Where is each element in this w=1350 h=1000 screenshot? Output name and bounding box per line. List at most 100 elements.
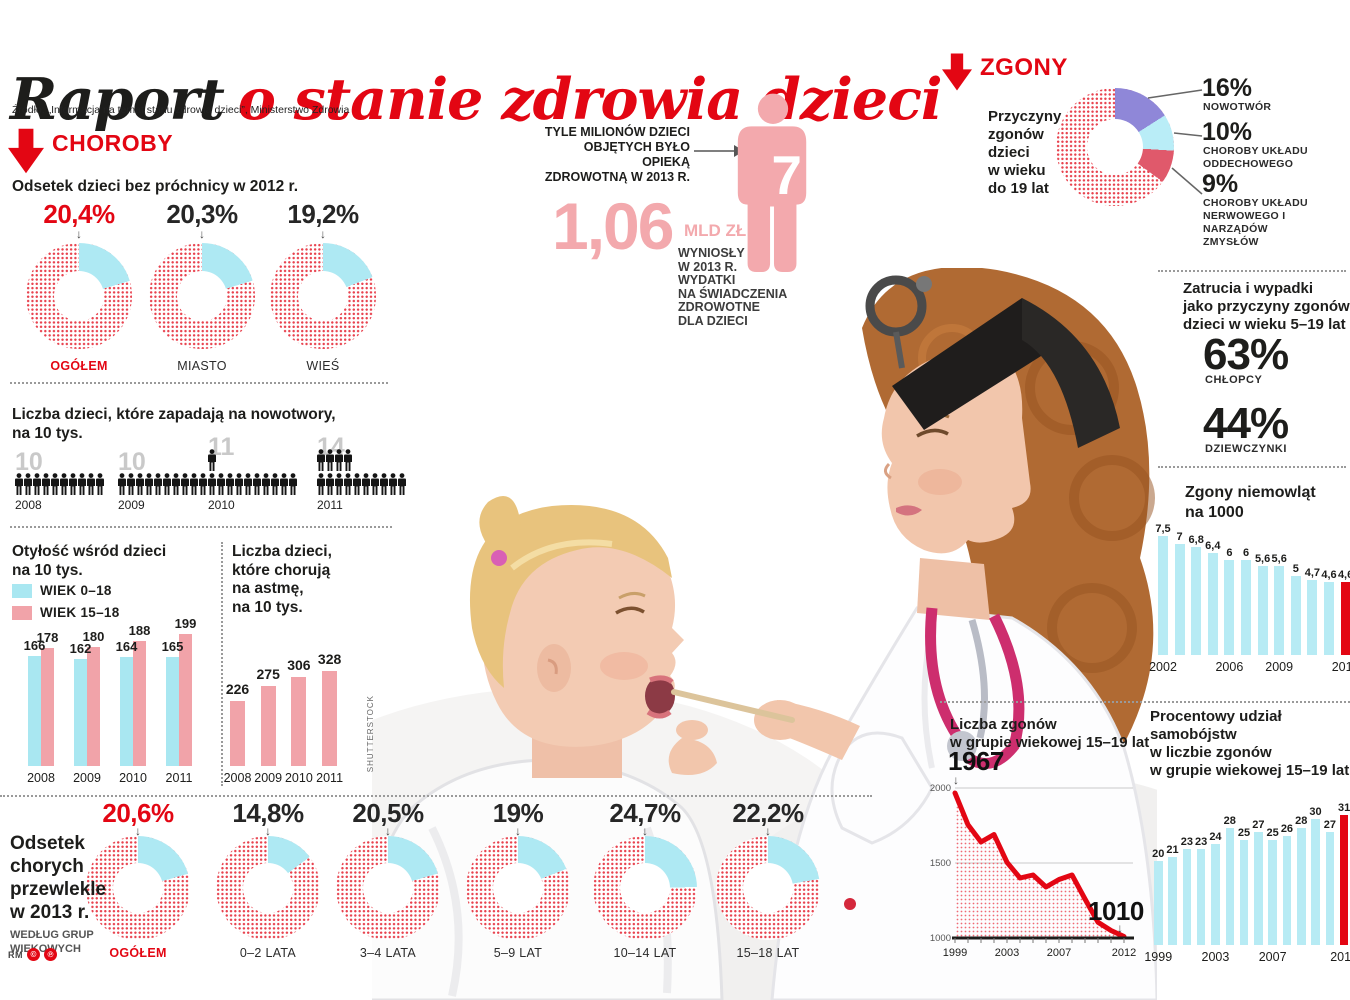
person-icon [172,473,180,495]
bar [87,646,100,766]
person-icon [362,473,370,495]
stat-girls-label: DZIEWCZYNKI [1205,443,1287,455]
divider [1158,466,1346,468]
down-arrow-icon: ↓ [76,227,82,241]
deaths-line-chart: 2000 1500 1000 1999 2003 2007 2012 [928,778,1140,970]
person-figure-icon: 7 [737,93,807,272]
pictogram-group: 10 2009 [118,448,213,518]
bar-value: 4,7 [1304,567,1321,580]
person-icon [317,473,325,495]
bar [1224,559,1235,655]
donut-hole [177,271,227,321]
down-arrow-icon: ↓ [1117,921,1123,935]
bar [1282,835,1292,945]
donut-label: MIASTO [177,359,227,373]
person-icon [145,473,153,495]
down-arrow-icon: ↓ [953,773,959,787]
person-icon [398,473,406,495]
pictogram-row [317,473,406,495]
bar-value: 7,5 [1155,523,1171,535]
bar-value: 226 [225,680,250,697]
pictogram-value: 10 [15,448,43,476]
stat-boys-value: 63% [1203,330,1289,379]
bar [322,671,338,766]
svg-text:2003: 2003 [995,947,1019,959]
down-arrow-icon: ↓ [320,227,326,241]
donut-percent: 19,2% [287,199,359,229]
legend-swatch-pink [12,605,32,620]
bar [1191,547,1202,655]
obesity-bar-chart: 166 178 2008 162 180 2009 164 188 2010 165 199 2011 [10,540,215,790]
bar [133,641,146,766]
bar [1254,831,1263,945]
children-care-note: TYLE MILIONÓW DZIECI OBJĘTYCH BYŁO OPIEK… [544,125,690,184]
x-tick-label: 2008 [27,771,55,785]
caries-donut-row: 20,4% ↓ OGÓŁEM 20,3% ↓ MIASTO 19,2% ↓ WIEŚ [10,199,395,384]
down-arrow-icon: ↓ [199,227,205,241]
donut-percent: 20,5% [352,798,424,828]
donut-hole [54,271,104,321]
bar [1154,861,1163,945]
bar-value: 25 [1237,827,1251,840]
person-icon [181,473,189,495]
person-icon [127,473,135,495]
person-icon [371,473,379,495]
person-icon [389,473,397,495]
bar [1340,582,1350,655]
person-icon [208,473,216,495]
stat-girls-value: 44% [1203,399,1289,448]
bar-value: 20 [1152,848,1165,861]
bar-value: 30 [1309,806,1322,819]
person-icon [235,473,243,495]
donut [716,836,820,940]
bar-value: 188 [128,623,151,639]
copyright-icon: © [27,948,40,961]
pictogram-year: 2011 [317,498,343,512]
donut-percent: 20,6% [102,798,174,828]
svg-text:1500: 1500 [930,858,951,869]
bar-value: 31 [1338,802,1350,814]
donut [86,836,190,940]
divider [0,795,872,797]
bar-value: 4,6 [1321,569,1337,581]
cancer-pictogram: 10 2008 10 2009 11 2010 14 2011 [10,434,410,523]
bar-value: 5,6 [1254,553,1271,566]
section-choroby-label: CHOROBY [52,130,174,156]
person-icon [217,473,225,495]
figure-number: 7 [771,144,801,206]
bar [1311,819,1320,945]
donut [593,836,697,940]
cause-value-0: 16% [1202,74,1253,102]
chronic-donut-row: 20,6% ↓ OGÓŁEM 14,8% ↓ 0–2 LATA 20,5% ↓ 3–4 LATA… [0,798,880,968]
agency-logo: RM [8,949,23,960]
down-arrow-icon: ↓ [265,824,271,838]
person-icon [42,473,50,495]
bar-value: 6 [1226,546,1233,559]
person-icon [289,473,297,495]
bar-value: 5,6 [1271,553,1287,566]
person-icon [344,473,352,495]
person-icon [271,473,279,495]
person-icon [163,473,171,495]
cancer-title: Liczba dzieci, które zapadają na nowotwo… [12,406,336,442]
x-tick-label: 2011 [165,771,193,785]
donut-hole [620,863,670,913]
x-tick-label: 2007 [1258,950,1287,964]
bar-value: 162 [69,640,92,656]
bar [1239,840,1249,945]
agency-credit: RM © ℗ [8,948,57,961]
bar [166,656,179,766]
donut-percent: 20,3% [166,199,238,229]
bar-value: 28 [1223,814,1236,827]
donut-percent: 24,7% [609,798,681,828]
bar-value: 166 [23,637,46,653]
bar [1307,580,1318,655]
cause-value-1: 10% [1202,118,1253,146]
obesity-title: Otyłość wśród dzieci na 10 tys. [12,543,167,579]
chronic-title: Odsetek chorych przewlekle w 2013 r. [10,833,107,923]
legend-item-1: WIEK 15–18 [12,605,120,620]
bar-value: 165 [161,638,184,654]
x-tick-label: 2009 [254,771,283,785]
person-icon [326,473,334,495]
